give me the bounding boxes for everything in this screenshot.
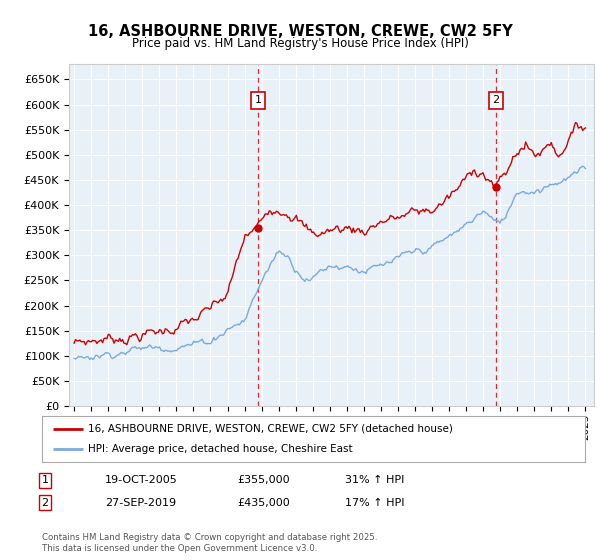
Text: 16, ASHBOURNE DRIVE, WESTON, CREWE, CW2 5FY (detached house): 16, ASHBOURNE DRIVE, WESTON, CREWE, CW2 …	[88, 424, 453, 434]
Text: HPI: Average price, detached house, Cheshire East: HPI: Average price, detached house, Ches…	[88, 444, 353, 454]
Text: 1: 1	[41, 475, 49, 486]
Text: 2: 2	[492, 95, 499, 105]
Text: 1: 1	[255, 95, 262, 105]
Text: 31% ↑ HPI: 31% ↑ HPI	[345, 475, 404, 486]
Text: 16, ASHBOURNE DRIVE, WESTON, CREWE, CW2 5FY: 16, ASHBOURNE DRIVE, WESTON, CREWE, CW2 …	[88, 24, 512, 39]
Text: Contains HM Land Registry data © Crown copyright and database right 2025.
This d: Contains HM Land Registry data © Crown c…	[42, 533, 377, 553]
Text: 2: 2	[41, 498, 49, 508]
Text: 27-SEP-2019: 27-SEP-2019	[105, 498, 176, 508]
Text: Price paid vs. HM Land Registry's House Price Index (HPI): Price paid vs. HM Land Registry's House …	[131, 37, 469, 50]
Text: £435,000: £435,000	[237, 498, 290, 508]
Text: 17% ↑ HPI: 17% ↑ HPI	[345, 498, 404, 508]
Text: £355,000: £355,000	[237, 475, 290, 486]
Text: 19-OCT-2005: 19-OCT-2005	[105, 475, 178, 486]
